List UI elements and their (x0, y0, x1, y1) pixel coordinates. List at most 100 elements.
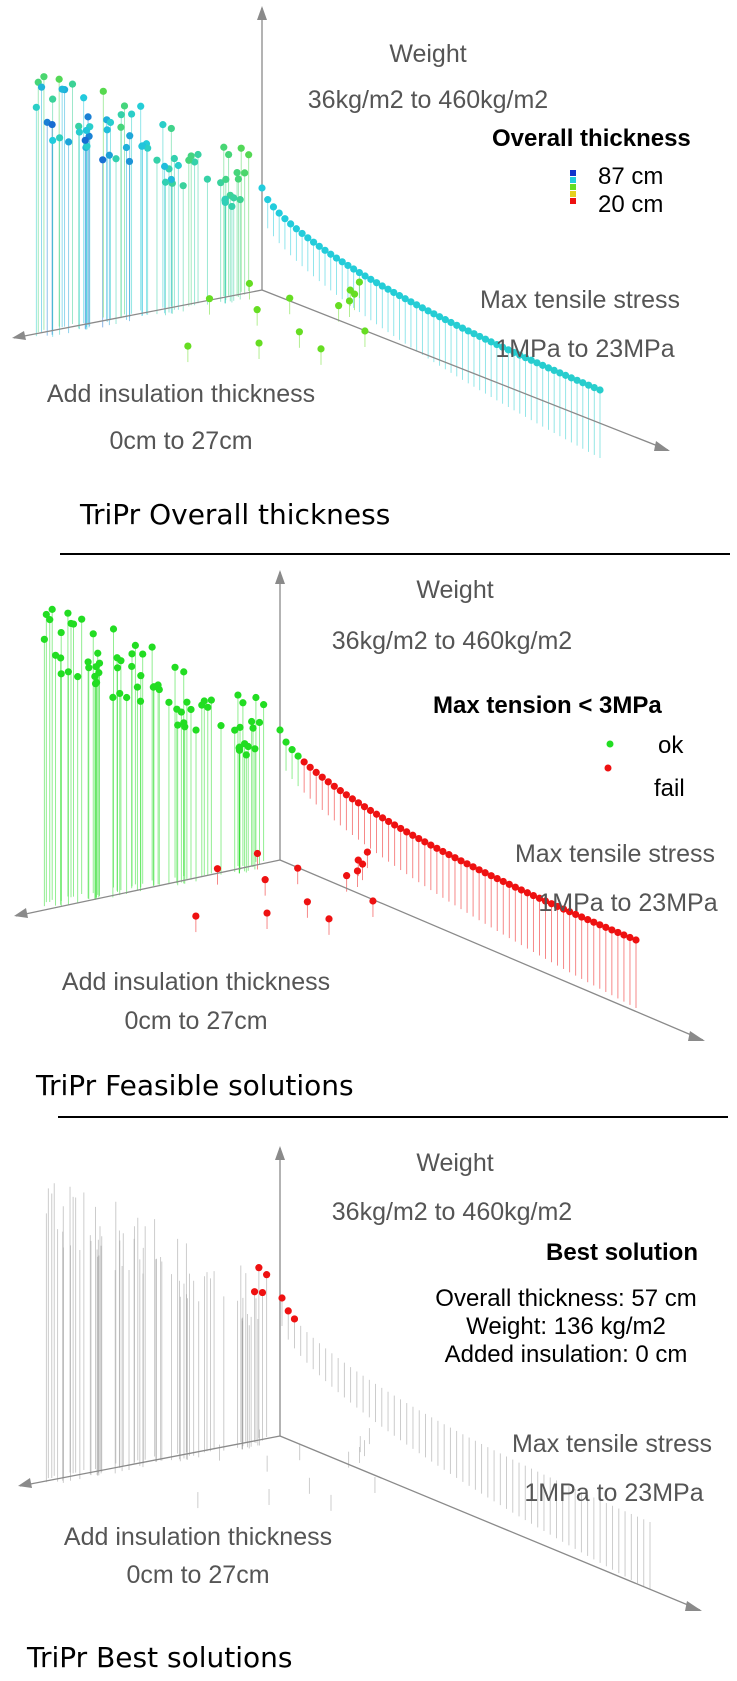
weight-axis-range: 36kg/m2 to 460kg/m2 (308, 86, 548, 114)
data-point (139, 650, 147, 658)
data-point (184, 342, 192, 350)
data-point (82, 126, 91, 135)
data-point (242, 751, 250, 759)
data-point (407, 298, 415, 306)
data-point (556, 369, 564, 377)
data-point (457, 857, 465, 865)
data-point (255, 1264, 263, 1272)
data-point (463, 860, 471, 868)
best-solution-line: Added insulation: 0 cm (445, 1341, 688, 1368)
data-point (263, 909, 271, 917)
stress-axis-label: Max tensile stress (480, 286, 680, 314)
data-point (505, 880, 513, 888)
data-point (192, 726, 200, 734)
data-point (338, 258, 346, 266)
data-point (572, 910, 580, 918)
data-point (109, 625, 118, 633)
data-point (435, 313, 444, 321)
data-point (487, 338, 495, 346)
data-point (278, 1294, 286, 1302)
data-point (120, 102, 129, 110)
data-point (409, 831, 417, 839)
data-point (260, 701, 268, 709)
vertical-axis-arrow (275, 1146, 285, 1160)
caption-overall-thickness: TriPr Overall thickness (80, 498, 391, 531)
data-point (183, 698, 191, 706)
data-point (187, 705, 195, 714)
data-point (126, 132, 134, 140)
data-point (384, 285, 392, 293)
data-point (355, 278, 363, 286)
right-axis (279, 1435, 701, 1611)
data-point (475, 866, 483, 874)
data-point (68, 80, 77, 88)
data-point (290, 1315, 299, 1323)
data-point (81, 136, 89, 144)
data-point (251, 745, 259, 753)
data-point (80, 94, 88, 102)
axes-layer (18, 1146, 702, 1611)
data-point (174, 721, 182, 729)
data-point (84, 658, 92, 666)
data-point (49, 95, 57, 103)
data-point (123, 693, 131, 702)
legend-title: Max tension < 3MPa (433, 692, 662, 719)
data-point (441, 316, 449, 324)
insulation-axis-range: 0cm to 27cm (126, 1561, 269, 1589)
section-divider (60, 553, 730, 555)
data-point (355, 268, 363, 277)
data-point (112, 155, 120, 163)
insulation-axis-label: Add insulation thickness (62, 968, 330, 996)
data-point (361, 272, 369, 280)
data-point (192, 912, 200, 920)
data-point (253, 849, 262, 858)
data-point (303, 898, 311, 906)
data-point (397, 824, 405, 833)
data-point (608, 926, 616, 934)
data-point (481, 869, 489, 877)
data-point (281, 215, 289, 223)
data-point (236, 723, 244, 731)
weight-axis-range: 36kg/m2 to 460kg/m2 (332, 627, 572, 655)
data-point (626, 933, 634, 942)
data-point (32, 103, 40, 111)
data-point (245, 151, 253, 159)
data-point (584, 916, 592, 924)
data-point (248, 717, 256, 726)
data-point (535, 894, 544, 902)
data-point (547, 900, 556, 908)
data-point (234, 175, 242, 183)
data-point (309, 238, 318, 246)
right-axis-arrow (685, 1601, 702, 1611)
data-point (385, 817, 393, 826)
data-point (335, 302, 343, 310)
data-point (360, 803, 369, 811)
data-point (83, 142, 91, 150)
data-point (49, 136, 57, 145)
data-point (418, 304, 427, 312)
data-point (476, 332, 484, 341)
data-point (117, 111, 125, 119)
chart-feasible-solutions: Weight 36kg/m2 to 460kg/m2 Max tensile s… (14, 570, 718, 1041)
data-point (106, 118, 115, 127)
data-point (233, 168, 241, 177)
data-point (596, 921, 604, 929)
legend-swatch-yellow (570, 191, 576, 197)
chart-overall-thickness: Weight 36kg/m2 to 460kg/m2 Max tensile s… (12, 6, 691, 458)
data-point (447, 318, 455, 327)
data-point (421, 838, 429, 846)
data-point (332, 254, 341, 262)
data-point (493, 875, 501, 883)
data-point (579, 379, 587, 387)
data-point (42, 610, 50, 619)
data-point (487, 872, 495, 880)
data-point (361, 327, 369, 335)
best-solution-box: Best solution Overall thickness: 57 cm W… (435, 1239, 698, 1368)
data-point (390, 288, 398, 297)
data-point (345, 297, 354, 305)
data-point (516, 351, 524, 359)
data-point (239, 699, 247, 707)
data-point (458, 324, 467, 332)
data-point (292, 225, 300, 233)
data-point (105, 151, 113, 159)
